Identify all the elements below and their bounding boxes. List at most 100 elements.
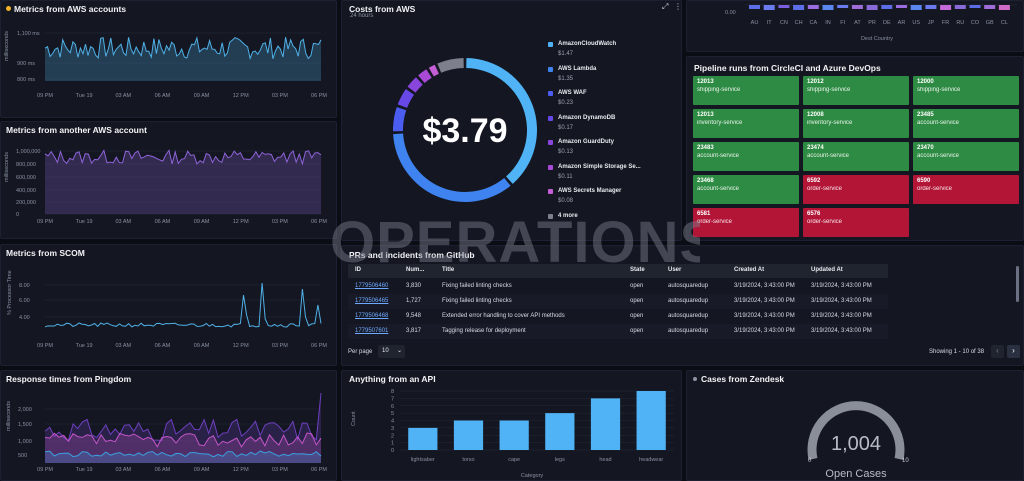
pipeline-run-tile[interactable]: 23483 account-service: [693, 142, 799, 171]
bar[interactable]: [453, 420, 484, 451]
table-cell: open: [630, 313, 644, 319]
pie-slice[interactable]: [428, 64, 439, 77]
legend-value: $0.23: [558, 100, 574, 106]
bar[interactable]: [896, 5, 907, 8]
pr-id-link[interactable]: 1779506465: [355, 298, 389, 304]
legend-swatch: [548, 189, 553, 194]
bar[interactable]: [866, 5, 878, 10]
y-tick: 8.00: [19, 283, 30, 289]
col-updated[interactable]: Updated At: [811, 267, 843, 273]
bar[interactable]: [940, 5, 952, 10]
service-name: order-service: [807, 186, 843, 192]
pipeline-run-tile[interactable]: 12013 inventory-service: [693, 109, 799, 138]
table-cell: open: [630, 298, 644, 304]
bar[interactable]: [499, 420, 529, 451]
table-row[interactable]: 1779507601 3,817 Tagging release for deplo…: [348, 324, 888, 339]
bar[interactable]: [998, 5, 1010, 10]
bar[interactable]: [954, 5, 966, 9]
bar[interactable]: [778, 5, 790, 8]
table-row[interactable]: 1779506468 9,548 Extended error handling t…: [348, 309, 888, 324]
series-line: [44, 450, 322, 458]
panel-title: Metrics from another AWS account: [6, 125, 147, 135]
y-tick: 8: [391, 389, 394, 395]
table-row[interactable]: 1779506460 3,830 Fixing failed linting che…: [348, 279, 888, 294]
legend-label: AWS WAF: [558, 90, 587, 96]
pipeline-run-tile[interactable]: 23485 account-service: [913, 109, 1019, 138]
service-name: account-service: [917, 120, 960, 126]
series-line: [44, 392, 322, 442]
pr-id-link[interactable]: 1779507601: [355, 328, 389, 334]
x-tick: 03 AM: [115, 93, 131, 99]
bar[interactable]: [910, 5, 922, 10]
bar[interactable]: [851, 5, 863, 9]
pipeline-run-tile[interactable]: 12012 shipping-service: [803, 76, 909, 105]
bar[interactable]: [763, 5, 775, 10]
pie-slice[interactable]: [393, 107, 407, 132]
prev-page-button[interactable]: ‹: [991, 345, 1004, 358]
col-created[interactable]: Created At: [734, 267, 765, 273]
zendesk-gauge: 1,004 0 10 Open Cases: [807, 401, 909, 480]
x-tick: 09 PM: [37, 467, 53, 473]
costs-donut: $3.79: [393, 58, 537, 202]
bar[interactable]: [749, 5, 760, 9]
pie-slice[interactable]: [393, 133, 511, 202]
pipeline-run-tile[interactable]: 23470 account-service: [913, 142, 1019, 171]
table-row[interactable]: 1779506465 1,727 Fixing failed linting che…: [348, 294, 888, 309]
bar[interactable]: [881, 5, 893, 9]
legend-swatch: [548, 42, 553, 47]
series-line: [44, 36, 322, 61]
expand-icon[interactable]: ⤢: [662, 2, 669, 11]
pipeline-run-tile[interactable]: 6590 order-service: [913, 175, 1019, 204]
col-user[interactable]: User: [668, 267, 682, 273]
bar[interactable]: [969, 5, 981, 8]
scrollbar[interactable]: [1016, 266, 1019, 302]
next-page-button[interactable]: ›: [1007, 345, 1020, 358]
pie-slice[interactable]: [418, 69, 432, 83]
col-state[interactable]: State: [630, 267, 645, 273]
bar[interactable]: [545, 413, 575, 450]
more-options-icon[interactable]: ⋮: [674, 2, 682, 11]
col-title[interactable]: Title: [442, 267, 455, 273]
x-tick: legs: [555, 457, 565, 463]
pipeline-run-tile[interactable]: 6581 order-service: [693, 208, 799, 237]
pie-slice[interactable]: [466, 58, 537, 184]
col-num[interactable]: Num...: [406, 267, 425, 273]
bar[interactable]: [925, 5, 937, 9]
table-cell: 3,817: [406, 328, 422, 334]
x-tick: 12 PM: [233, 219, 249, 225]
pipeline-run-tile[interactable]: 12000 shipping-service: [913, 76, 1019, 105]
bar[interactable]: [793, 5, 805, 10]
y-tick: 3: [391, 426, 394, 432]
bar[interactable]: [636, 391, 666, 450]
pipeline-run-tile[interactable]: 6576 order-service: [803, 208, 909, 237]
bar[interactable]: [590, 398, 621, 450]
panel-title: Anything from an API: [349, 374, 436, 384]
bar[interactable]: [807, 5, 819, 9]
per-page-select[interactable]: 10 ⌄: [378, 345, 405, 358]
bar[interactable]: [837, 5, 849, 8]
pipeline-run-tile[interactable]: 6592 order-service: [803, 175, 909, 204]
pr-id-link[interactable]: 1779506468: [355, 313, 389, 319]
pie-slice[interactable]: [437, 58, 464, 73]
y-tick: 4: [391, 419, 394, 425]
bar[interactable]: [822, 5, 834, 10]
x-tick: AT: [854, 20, 861, 26]
pipeline-run-tile[interactable]: 12008 inventory-service: [803, 109, 909, 138]
x-tick: torso: [462, 457, 474, 463]
pipeline-run-tile[interactable]: 12013 shipping-service: [693, 76, 799, 105]
service-name: account-service: [807, 153, 850, 159]
gauge-label: Open Cases: [825, 468, 887, 480]
y-tick: 500: [18, 453, 27, 459]
pipeline-run-tile[interactable]: 23474 account-service: [803, 142, 909, 171]
run-id: 12012: [807, 79, 824, 85]
pipeline-run-tile[interactable]: 23468 account-service: [693, 175, 799, 204]
bar[interactable]: [984, 5, 996, 9]
pr-id-link[interactable]: 1779506460: [355, 283, 389, 289]
pie-slice[interactable]: [407, 77, 423, 93]
legend-swatch: [548, 140, 553, 145]
legend-value: $0.17: [558, 124, 574, 131]
pie-slice[interactable]: [397, 88, 415, 108]
run-id: 12013: [697, 79, 714, 85]
col-id[interactable]: ID: [355, 267, 361, 273]
bar[interactable]: [408, 427, 438, 450]
